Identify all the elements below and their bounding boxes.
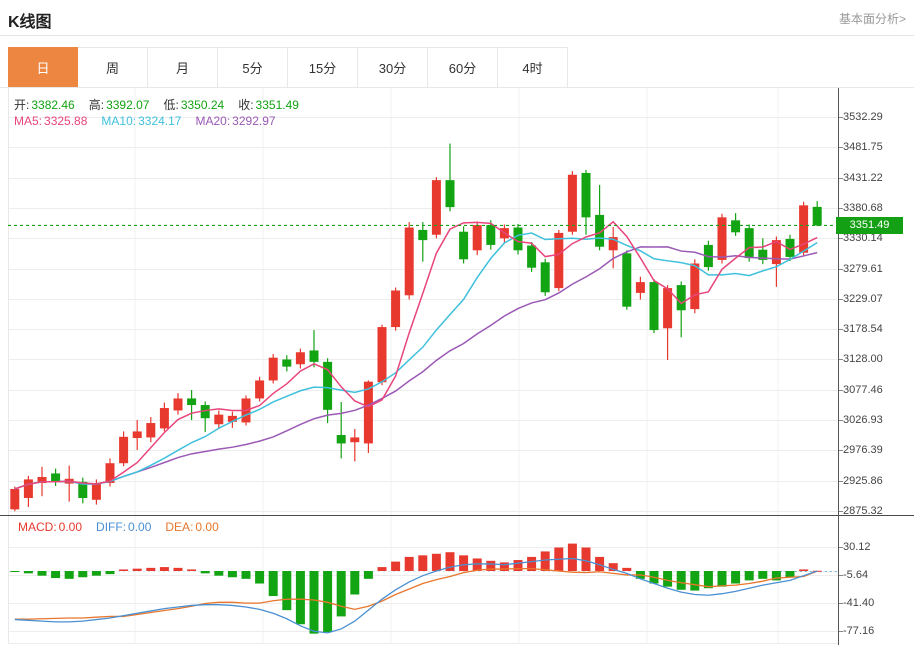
header-divider xyxy=(0,35,914,36)
price-tick-label: 3229.07 xyxy=(843,292,883,305)
tab-4时[interactable]: 4时 xyxy=(498,47,568,88)
tabs-underline xyxy=(0,87,914,88)
legend-item-value: 3351.49 xyxy=(255,98,299,112)
legend-item-value: 0.00 xyxy=(128,520,152,534)
macd-tick-label: -77.16 xyxy=(843,624,875,637)
price-tick-label: 3128.00 xyxy=(843,352,883,365)
legend-item-label: MA20: xyxy=(195,114,231,128)
ma-legend: MA5: 3325.88 MA10: 3324.17 MA20: 3292.97 xyxy=(14,114,290,128)
legend-item: DEA: 0.00 xyxy=(165,520,218,534)
legend-item-label: 高: xyxy=(88,98,105,112)
legend-item: 低: 3350.24 xyxy=(163,98,224,112)
macd-legend: MACD: 0.00 DIFF: 0.00 DEA: 0.00 xyxy=(18,520,233,534)
page-title: K线图 xyxy=(8,14,52,31)
last-price-badge: 3351.49 xyxy=(836,216,903,234)
macd-tick-label: -5.64 xyxy=(843,568,869,581)
legend-item-value: 3325.88 xyxy=(44,114,88,128)
legend-item-label: 收: xyxy=(238,98,254,112)
price-tick-label: 2976.39 xyxy=(843,443,883,456)
price-tick-label: 3330.14 xyxy=(843,231,883,244)
tab-月[interactable]: 月 xyxy=(148,47,218,88)
price-tick-label: 2925.86 xyxy=(843,474,883,487)
macd-tick-label: -41.40 xyxy=(843,596,875,609)
price-tick-label: 3077.46 xyxy=(843,383,883,396)
tab-60分[interactable]: 60分 xyxy=(428,47,498,88)
ohlc-legend: 开: 3382.46 高: 3392.07 低: 3350.24 收: 3351.49 xyxy=(14,96,313,113)
legend-item: MA20: 3292.97 xyxy=(195,114,275,128)
legend-item: MACD: 0.00 xyxy=(18,520,82,534)
legend-item-value: 3382.46 xyxy=(31,98,75,112)
legend-item: 开: 3382.46 xyxy=(14,98,75,112)
legend-item: DIFF: 0.00 xyxy=(96,520,151,534)
legend-item-value: 3324.17 xyxy=(138,114,182,128)
macd-tick-label: 30.12 xyxy=(843,540,871,553)
tab-周[interactable]: 周 xyxy=(78,47,148,88)
price-tick-label: 3532.29 xyxy=(843,110,883,123)
legend-item-label: MA5: xyxy=(14,114,43,128)
price-tick-label: 3481.75 xyxy=(843,140,883,153)
legend-item-value: 3392.07 xyxy=(106,98,150,112)
legend-item-label: DIFF: xyxy=(96,520,127,534)
price-tick-label: 3380.68 xyxy=(843,201,883,214)
price-tick-label: 3026.93 xyxy=(843,413,883,426)
legend-item: 高: 3392.07 xyxy=(89,98,150,112)
price-tick-label: 3279.61 xyxy=(843,262,883,275)
tab-30分[interactable]: 30分 xyxy=(358,47,428,88)
legend-item-label: MACD: xyxy=(18,520,57,534)
legend-item: MA10: 3324.17 xyxy=(101,114,181,128)
legend-item-value: 0.00 xyxy=(195,520,219,534)
tab-15分[interactable]: 15分 xyxy=(288,47,358,88)
tab-5分[interactable]: 5分 xyxy=(218,47,288,88)
legend-item-label: 开: xyxy=(14,98,30,112)
price-tick-label: 3431.22 xyxy=(843,171,883,184)
legend-item-label: DEA: xyxy=(165,520,194,534)
legend-item-label: MA10: xyxy=(101,114,137,128)
fundamental-analysis-link[interactable]: 基本面分析> xyxy=(838,12,906,26)
legend-item: 收: 3351.49 xyxy=(238,98,299,112)
legend-item-value: 3350.24 xyxy=(180,98,225,112)
legend-item-label: 低: xyxy=(163,98,179,112)
legend-item-value: 3292.97 xyxy=(232,114,276,128)
tab-日[interactable]: 日 xyxy=(8,47,78,88)
period-tabs: 日周月 5分 15分 30分 60分 4时 xyxy=(8,47,568,88)
price-tick-label: 2875.32 xyxy=(843,504,883,517)
legend-item-value: 0.00 xyxy=(58,520,83,534)
price-tick-label: 3178.54 xyxy=(843,322,883,335)
legend-item: MA5: 3325.88 xyxy=(14,114,87,128)
